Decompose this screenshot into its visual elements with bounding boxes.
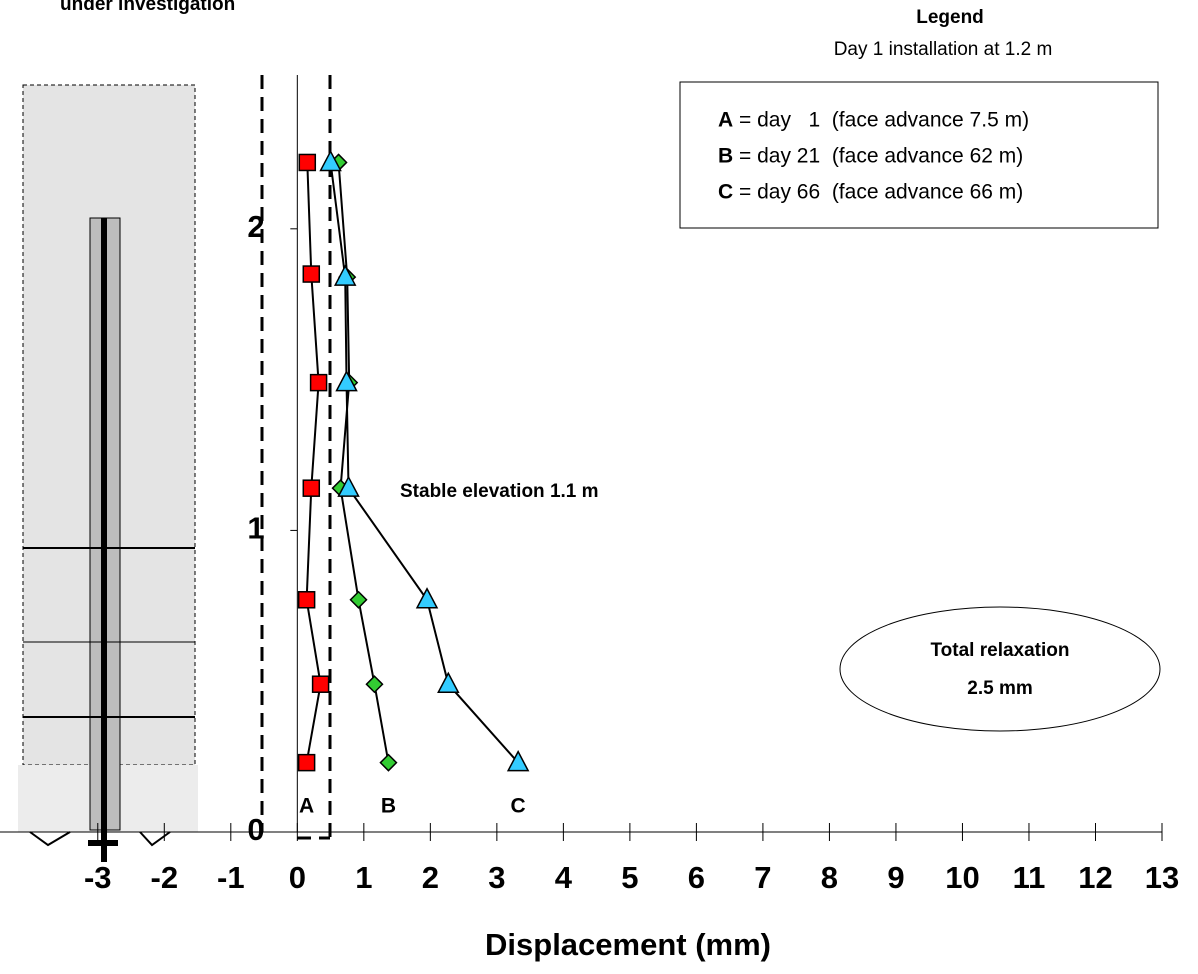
legend-key: C: [718, 181, 733, 204]
legend-box: [679, 81, 1159, 229]
series-line: [329, 162, 519, 764]
annotation-ellipse: [839, 606, 1161, 732]
x-tick-label: -2: [151, 860, 179, 895]
marker: [415, 587, 439, 609]
marker: [337, 475, 360, 497]
marker: [379, 753, 398, 772]
x-tick-label: 7: [754, 860, 771, 895]
x-tick-label: -1: [217, 860, 245, 895]
marker: [349, 590, 368, 609]
y-tick-label: 1: [247, 511, 264, 546]
annotation: Stable elevation 1.1 m: [400, 481, 599, 502]
marker: [297, 753, 316, 772]
marker: [302, 479, 321, 497]
legend-title: Legend: [916, 7, 984, 28]
x-tick-label: 8: [821, 860, 838, 895]
x-tick-label: 9: [887, 860, 904, 895]
x-tick-label: 3: [488, 860, 505, 895]
chart-title: under investigation: [60, 0, 235, 15]
annotation: Total relaxation: [930, 640, 1069, 661]
x-axis-title: Displacement (mm): [485, 927, 771, 962]
series-line: [337, 162, 390, 763]
bolt-drawing: [18, 84, 198, 862]
marker: [309, 373, 328, 392]
marker: [335, 370, 358, 392]
legend-entry: = day 66 (face advance 66 m): [739, 181, 1023, 204]
series-line: [305, 162, 322, 763]
series-label: A: [299, 795, 314, 818]
x-tick-label: 11: [1013, 860, 1046, 895]
marker: [365, 675, 384, 694]
marker: [311, 675, 330, 693]
x-tick-label: 0: [289, 860, 306, 895]
y-tick-label: 2: [247, 209, 264, 244]
x-tick-label: 5: [621, 860, 638, 895]
x-tick-label: 2: [422, 860, 439, 895]
y-tick-label: 0: [247, 812, 264, 847]
marker: [302, 265, 321, 283]
x-tick-label: 6: [688, 860, 705, 895]
marker: [506, 750, 530, 772]
legend-subtitle: Day 1 installation at 1.2 m: [834, 39, 1053, 60]
marker: [437, 671, 460, 693]
x-tick-label: -3: [84, 860, 112, 895]
series-label: C: [511, 795, 526, 818]
x-tick-label: 1: [355, 860, 372, 895]
legend-entry: = day 21 (face advance 62 m): [739, 145, 1023, 168]
x-tick-label: 13: [1145, 860, 1179, 895]
marker: [297, 591, 316, 609]
marker: [333, 264, 357, 286]
x-tick-label: 4: [555, 860, 573, 895]
x-tick-label: 10: [945, 860, 979, 895]
legend-key: A: [718, 109, 733, 132]
legend-entry: = day 1 (face advance 7.5 m): [739, 109, 1029, 132]
annotation: 2.5 mm: [967, 678, 1032, 699]
legend-key: B: [718, 145, 733, 168]
marker: [298, 153, 317, 172]
series-label: B: [381, 795, 396, 818]
x-tick-label: 12: [1078, 860, 1112, 895]
marker: [319, 149, 342, 172]
